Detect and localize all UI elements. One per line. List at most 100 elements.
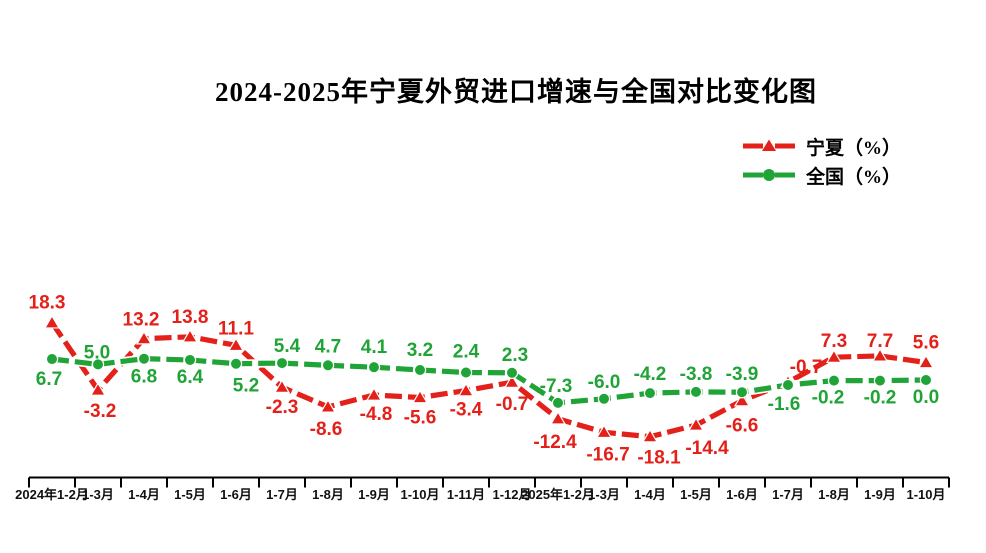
quanguo-value-label: -3.8	[680, 364, 713, 385]
circle-marker-icon	[643, 386, 657, 400]
quanguo-value-label: 3.2	[407, 340, 433, 361]
circle-marker-icon	[827, 374, 841, 387]
x-axis-label: 1-5月	[174, 487, 206, 502]
circle-marker-icon	[781, 378, 795, 392]
triangle-marker-icon	[181, 328, 199, 343]
circle-marker-icon	[45, 352, 59, 366]
x-axis-label: 1-9月	[864, 487, 896, 502]
circle-marker-icon	[505, 366, 519, 380]
x-axis-label: 1-4月	[634, 487, 666, 502]
x-axis-label: 1-3月	[588, 487, 620, 502]
triangle-marker-icon	[319, 398, 337, 413]
series-line-quanguo	[51, 354, 927, 408]
legend-item-ningxia: 宁夏（%）	[742, 133, 901, 159]
circle-marker-icon	[275, 356, 289, 370]
ningxia-value-label: -18.1	[637, 448, 681, 469]
quanguo-value-label: 2.4	[453, 341, 480, 362]
triangle-marker-icon	[549, 410, 567, 425]
ningxia-value-label: -4.8	[360, 404, 393, 425]
ningxia-value-label: -0.7	[496, 394, 529, 415]
triangle-marker-icon	[457, 382, 475, 397]
x-axis-label: 1-11月	[447, 487, 485, 502]
ningxia-value-label: 13.2	[123, 310, 160, 331]
quanguo-value-label: 5.2	[233, 376, 259, 397]
triangle-marker-icon	[365, 387, 383, 401]
legend: 宁夏（%） 全国（%）	[742, 133, 901, 188]
quanguo-value-label: 6.4	[177, 367, 204, 388]
triangle-marker-icon	[273, 379, 291, 393]
ningxia-value-label: -2.3	[266, 397, 299, 418]
quanguo-value-label: 0.0	[913, 387, 939, 408]
ningxia-value-label: -14.4	[685, 438, 729, 459]
ningxia-value-label: 5.6	[913, 332, 939, 353]
triangle-marker-icon	[43, 314, 61, 329]
legend-label-ningxia: 宁夏（%）	[806, 137, 902, 159]
x-axis-label: 1-3月	[82, 487, 114, 502]
ningxia-value-label: 7.7	[867, 331, 893, 352]
circle-marker-icon	[873, 374, 887, 387]
circle-marker-icon	[459, 366, 473, 379]
ningxia-value-label: -12.4	[533, 432, 577, 453]
circle-marker-icon	[763, 169, 775, 181]
quanguo-value-label: 2.3	[502, 345, 528, 366]
quanguo-value-label: 4.7	[315, 336, 341, 357]
x-axis	[28, 476, 950, 488]
legend-item-quanguo: 全国（%）	[742, 162, 901, 188]
triangle-marker-icon	[917, 354, 935, 369]
triangle-marker-icon	[871, 347, 889, 362]
ningxia-value-label: 7.3	[821, 331, 847, 352]
ningxia-value-label: -0.7	[790, 357, 823, 378]
circle-marker-icon	[689, 385, 703, 399]
triangle-marker-icon	[595, 424, 613, 439]
triangle-marker-icon	[825, 349, 843, 363]
quanguo-value-label: 4.1	[361, 337, 388, 358]
quanguo-value-label: -7.3	[540, 376, 573, 397]
quanguo-line-swatch	[743, 169, 795, 181]
series-labels-quanguo: 6.7 5.0 6.8 6.4 5.2 5.4 4.7 4.1 3.2 2.4 2.3 -7.3 -6.…	[36, 336, 939, 415]
quanguo-line	[51, 356, 927, 406]
triangle-marker-icon	[641, 428, 659, 443]
circle-marker-icon	[183, 353, 197, 367]
ningxia-value-label: -3.2	[84, 401, 117, 422]
triangle-marker-icon	[135, 330, 153, 345]
quanguo-value-label: -0.2	[864, 388, 897, 409]
ningxia-value-label: -16.7	[586, 444, 629, 465]
ningxia-value-label: -8.6	[310, 419, 343, 440]
circle-marker-icon	[367, 360, 381, 374]
x-axis-label: 1-8月	[818, 487, 850, 502]
quanguo-value-label: 6.8	[131, 367, 157, 388]
quanguo-value-label: -0.2	[812, 388, 845, 409]
triangle-marker-icon	[762, 139, 776, 151]
circle-marker-icon	[551, 396, 565, 410]
quanguo-value-label: 6.7	[36, 369, 62, 390]
triangle-marker-icon	[89, 382, 107, 396]
ningxia-line-swatch	[743, 139, 795, 151]
x-axis-label: 1-10月	[906, 487, 945, 502]
x-axis-label: 1-7月	[772, 487, 804, 502]
ningxia-value-label: -6.6	[726, 416, 759, 437]
circle-marker-icon	[735, 386, 749, 399]
triangle-marker-icon	[227, 337, 245, 352]
quanguo-value-label: -6.0	[588, 372, 621, 393]
triangle-marker-icon	[733, 392, 751, 407]
quanguo-value-label: -3.9	[726, 364, 759, 385]
ningxia-value-label: 11.1	[218, 318, 254, 339]
circle-marker-icon	[919, 373, 933, 387]
x-axis-label: 1-4月	[128, 487, 160, 502]
circle-marker-icon	[321, 359, 335, 372]
x-axis-label: 1-7月	[266, 487, 298, 502]
x-axis-label: 1-10月	[400, 487, 439, 502]
ningxia-value-label: 18.3	[29, 293, 66, 314]
x-axis-label: 1-12月	[492, 487, 531, 502]
ningxia-value-label: -5.6	[404, 408, 437, 429]
series-markers-quanguo	[45, 352, 933, 410]
x-axis-labels: 2024年1-2月1-3月 1-4月 1-5月 1-6月 1-7月 1-8月 1-9月 1-1…	[15, 487, 945, 502]
x-axis-label: 1-5月	[680, 487, 712, 502]
x-axis-label: 2024年1-2月	[15, 487, 89, 502]
x-axis-label: 1-6月	[220, 487, 252, 502]
x-axis-label: 1-8月	[312, 487, 344, 502]
ningxia-value-label: -3.4	[450, 400, 483, 421]
quanguo-value-label: -1.6	[768, 394, 801, 415]
triangle-marker-icon	[687, 417, 705, 431]
